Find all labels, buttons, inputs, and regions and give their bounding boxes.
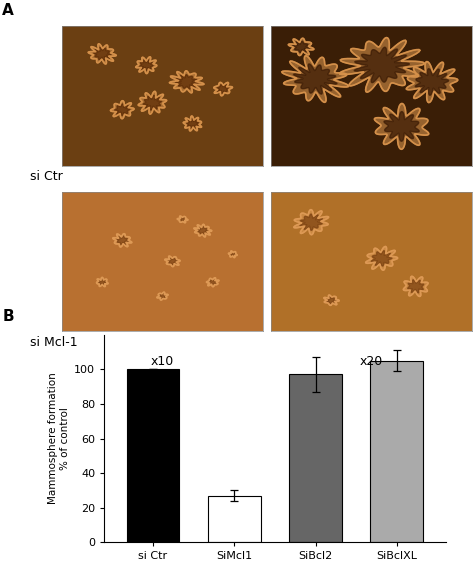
Polygon shape: [339, 38, 425, 92]
Polygon shape: [209, 279, 217, 285]
Bar: [289, 374, 342, 542]
Bar: [127, 369, 180, 542]
Polygon shape: [374, 104, 428, 149]
Polygon shape: [294, 209, 328, 235]
Text: x20: x20: [360, 355, 383, 368]
Polygon shape: [293, 42, 310, 53]
Polygon shape: [88, 44, 116, 64]
Polygon shape: [403, 276, 428, 297]
Polygon shape: [228, 251, 237, 257]
Text: si Mcl-1: si Mcl-1: [30, 335, 78, 349]
Text: si Ctr: si Ctr: [30, 170, 63, 183]
Polygon shape: [177, 216, 188, 223]
Polygon shape: [138, 91, 166, 114]
Text: x10: x10: [151, 355, 174, 368]
Polygon shape: [175, 74, 198, 89]
Polygon shape: [406, 62, 458, 103]
Polygon shape: [214, 83, 232, 96]
Polygon shape: [157, 292, 168, 300]
Polygon shape: [93, 47, 111, 61]
Bar: [370, 361, 423, 542]
Polygon shape: [167, 258, 177, 265]
Polygon shape: [408, 280, 424, 293]
Polygon shape: [139, 60, 153, 70]
Polygon shape: [282, 56, 348, 102]
Polygon shape: [183, 116, 201, 131]
Polygon shape: [187, 119, 199, 128]
Polygon shape: [159, 294, 166, 299]
Polygon shape: [110, 101, 134, 119]
Y-axis label: Mammosphere formation
% of control: Mammosphere formation % of control: [48, 373, 70, 504]
Polygon shape: [116, 236, 128, 245]
Polygon shape: [97, 278, 108, 287]
Bar: [208, 496, 261, 542]
Polygon shape: [288, 38, 314, 55]
Polygon shape: [354, 47, 410, 83]
Polygon shape: [99, 279, 106, 285]
Polygon shape: [217, 85, 229, 93]
Polygon shape: [384, 111, 419, 141]
Polygon shape: [165, 256, 180, 267]
Text: B: B: [2, 309, 14, 324]
Polygon shape: [366, 246, 398, 270]
Text: A: A: [2, 3, 14, 18]
Polygon shape: [327, 297, 337, 304]
Polygon shape: [143, 95, 162, 110]
Polygon shape: [324, 295, 339, 305]
Polygon shape: [136, 57, 157, 73]
Polygon shape: [293, 64, 337, 94]
Polygon shape: [371, 250, 392, 266]
Polygon shape: [170, 71, 204, 93]
Polygon shape: [230, 252, 236, 256]
Polygon shape: [197, 227, 209, 235]
Polygon shape: [179, 218, 186, 222]
Polygon shape: [300, 214, 322, 230]
Polygon shape: [113, 234, 132, 247]
Polygon shape: [207, 278, 219, 287]
Polygon shape: [115, 104, 130, 115]
Polygon shape: [194, 224, 212, 237]
Polygon shape: [415, 69, 449, 95]
